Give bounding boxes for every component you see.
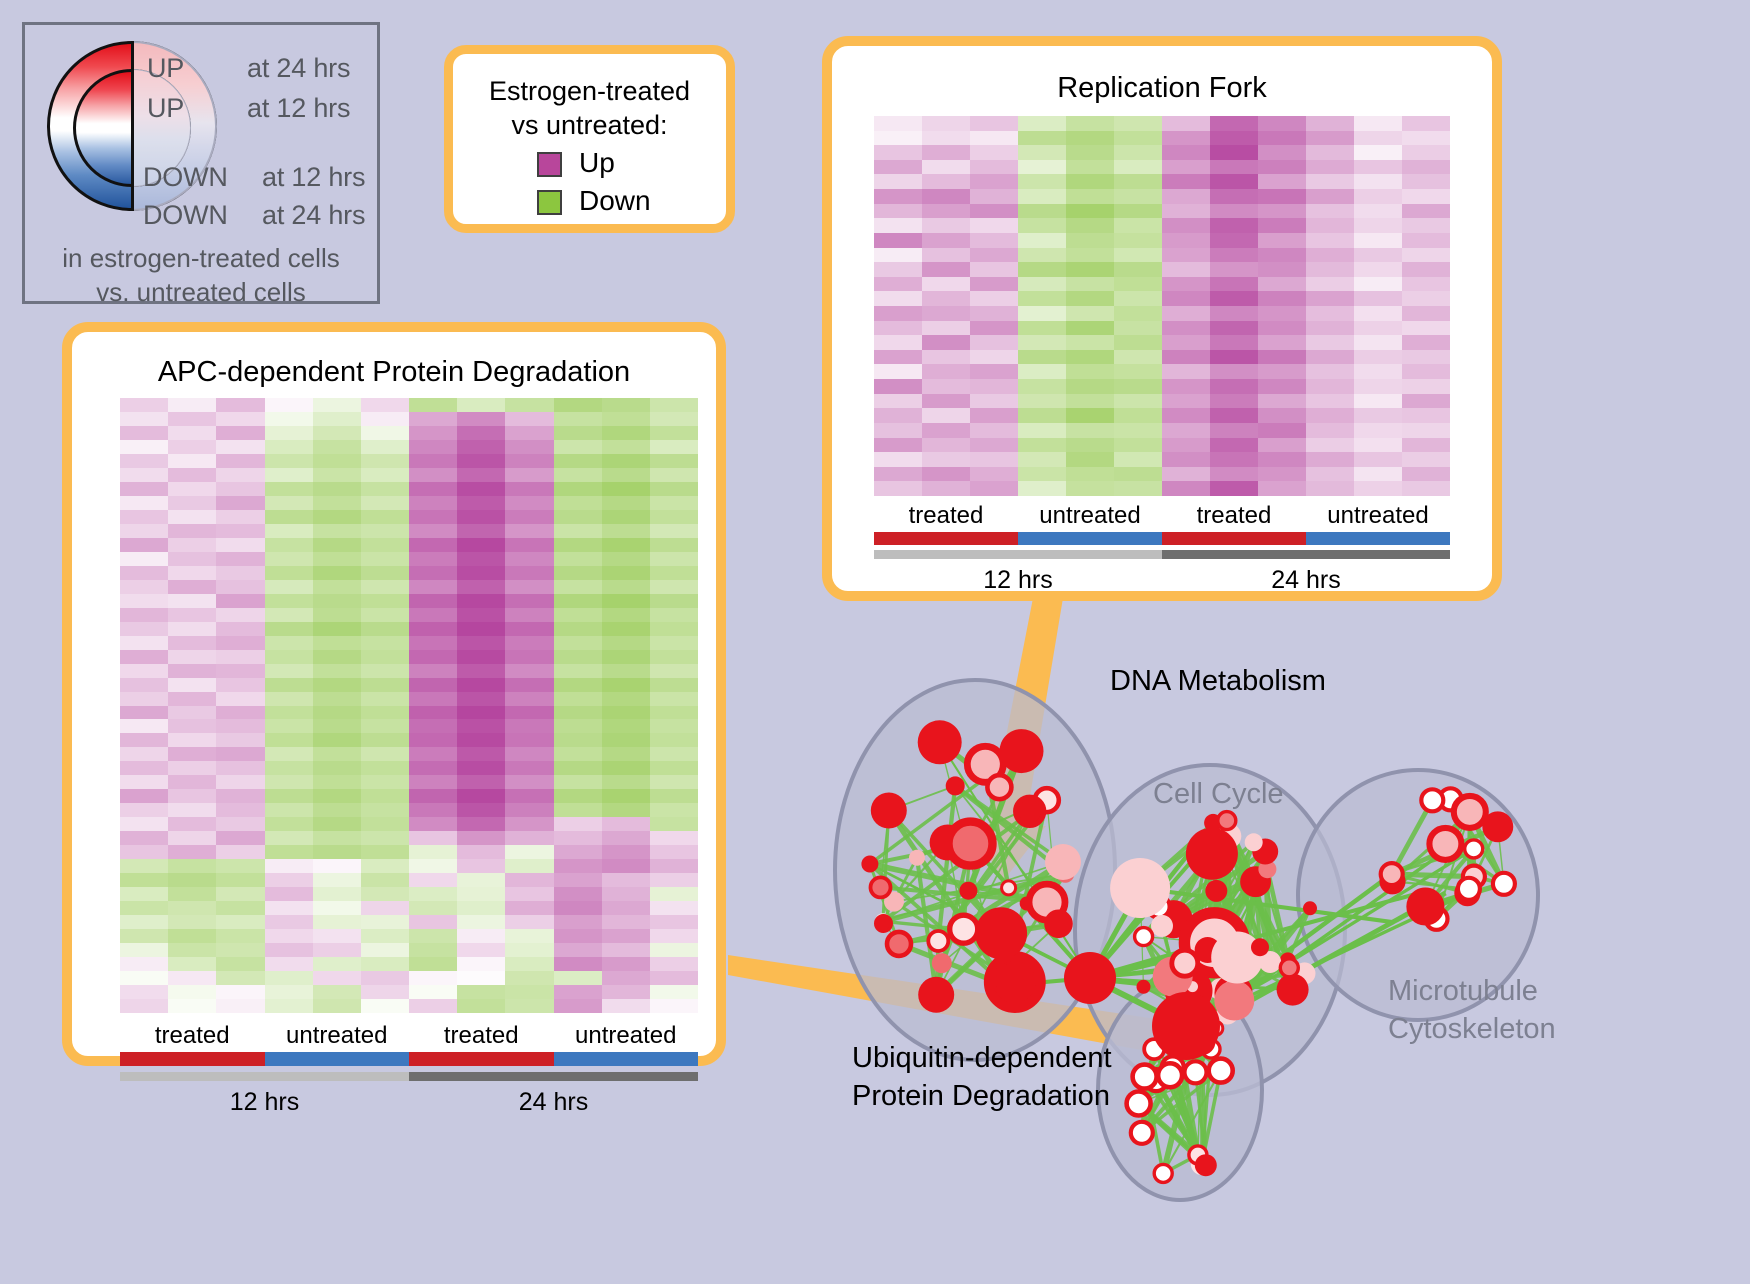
cluster-label-dna-metabolism: DNA Metabolism [1110, 665, 1326, 698]
cluster-label-microtubule: Microtubule [1388, 975, 1538, 1008]
cluster-label-cytoskeleton: Cytoskeleton [1388, 1013, 1556, 1046]
cluster-label-ubiquitin-line1: Ubiquitin-dependent [852, 1042, 1112, 1075]
network-graph: DNA Metabolism Cell Cycle Microtubule Cy… [790, 620, 1750, 1279]
network-svg [790, 620, 1750, 1279]
cluster-label-cell-cycle: Cell Cycle [1153, 778, 1284, 811]
cluster-label-ubiquitin-line2: Protein Degradation [852, 1080, 1110, 1113]
